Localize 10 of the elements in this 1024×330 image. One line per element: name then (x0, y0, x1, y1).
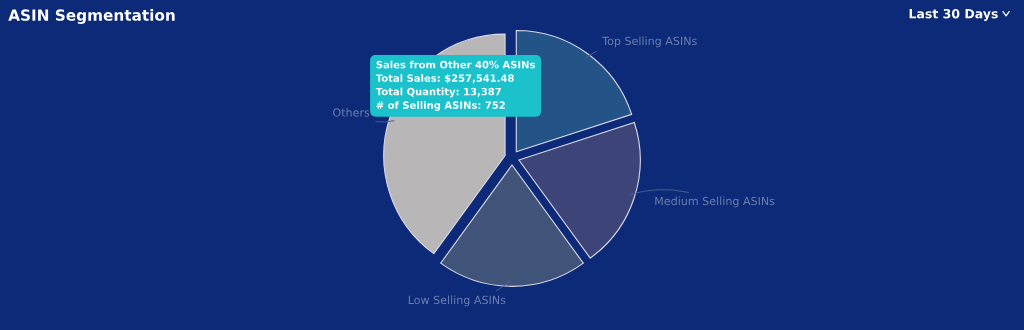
slice-label: Medium Selling ASINs (655, 196, 775, 208)
text: # of Selling ASINs: 752 (376, 101, 505, 111)
slice-label: Low Selling ASINs (408, 295, 506, 307)
text: Total Quantity: 13,387 (375, 87, 501, 98)
text: Total Sales: $257,541.48 (375, 74, 514, 84)
text: Sales from Other 40% ASINs (376, 60, 535, 69)
text: Last 30 Days (909, 8, 998, 21)
text: ASIN Segmentation (8, 9, 175, 24)
slice-label: Top Selling ASINs (602, 36, 697, 48)
slice-label: Others (333, 108, 370, 117)
